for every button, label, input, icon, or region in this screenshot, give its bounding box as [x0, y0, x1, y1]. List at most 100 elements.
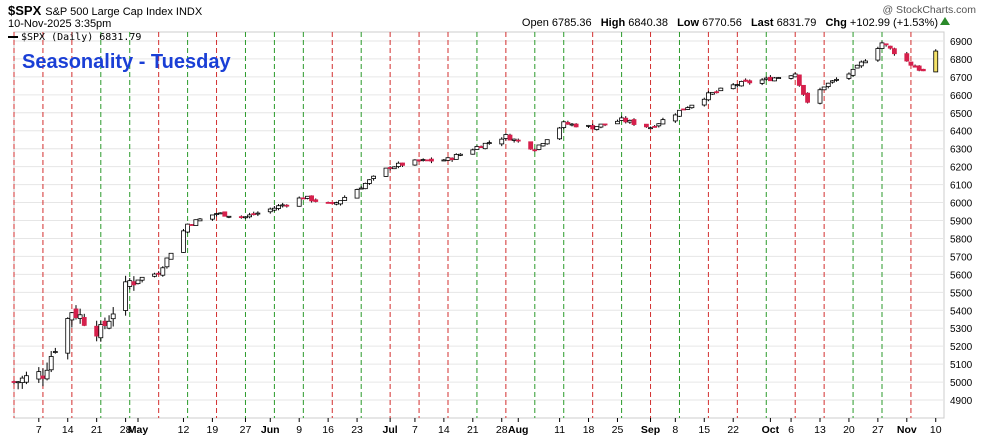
x-tick-label: 9: [296, 424, 302, 436]
candle-down: [507, 134, 513, 141]
candle-down: [81, 317, 87, 326]
x-tick-label: 7: [36, 424, 42, 436]
high-label: High: [600, 17, 626, 29]
x-tick-label: 23: [351, 424, 363, 436]
x-tick-label: 21: [91, 424, 103, 436]
candle-up: [280, 204, 286, 207]
candle-down: [102, 320, 108, 327]
candle-up: [598, 123, 604, 128]
candle-up: [358, 187, 364, 190]
candle-up: [193, 219, 199, 226]
candle-down: [768, 76, 773, 82]
candle-up: [846, 73, 852, 79]
candle-up: [648, 127, 653, 130]
x-tick-label: 15: [698, 424, 710, 436]
candle-down: [11, 381, 17, 383]
candle-up: [152, 273, 157, 277]
x-tick-label: 20: [843, 424, 855, 436]
x-tick-label: 28: [120, 424, 132, 436]
candle-up: [511, 138, 517, 141]
candle-up: [367, 179, 372, 184]
y-tick-label: 5200: [950, 342, 973, 353]
candle-up: [226, 215, 232, 218]
candle-down: [573, 123, 579, 128]
candle-up: [412, 159, 418, 166]
y-tick-label: 6300: [950, 145, 973, 156]
y-tick-label: 6600: [950, 91, 973, 102]
x-tick-label: Aug: [508, 424, 528, 436]
candle-up: [569, 123, 575, 126]
candle-down: [300, 197, 306, 200]
chg-label: Chg: [825, 17, 847, 29]
y-tick-label: 6900: [950, 37, 973, 48]
symbol-title: $SPX S&P 500 Large Cap Index INDX: [8, 3, 202, 18]
candle-down: [623, 117, 629, 123]
candle-up: [98, 324, 104, 339]
x-tick-label: 27: [872, 424, 884, 436]
candle-up: [271, 207, 277, 211]
open-value: 6785.36: [551, 17, 592, 29]
y-tick-label: 6200: [950, 163, 973, 174]
candle-up: [305, 195, 310, 199]
candle-down: [156, 272, 162, 275]
brand-link[interactable]: @ StockCharts.com: [882, 4, 976, 16]
candle-up: [457, 153, 463, 156]
candle-up: [181, 230, 186, 253]
x-tick-label: 7: [412, 424, 418, 436]
y-tick-label: 5400: [950, 306, 973, 317]
candle-down: [416, 159, 422, 162]
candle-up: [247, 214, 253, 218]
candle-up: [834, 78, 839, 81]
candle-down: [904, 53, 910, 62]
candle-up: [185, 223, 191, 233]
candle-up: [772, 77, 777, 82]
candle-down: [449, 157, 455, 161]
candle-down: [892, 48, 897, 55]
candle-up: [139, 276, 145, 281]
y-tick-label: 5900: [950, 217, 973, 228]
candle-up: [164, 257, 170, 268]
candle-up: [362, 183, 368, 190]
candle-down: [284, 204, 290, 207]
candle-down: [908, 61, 914, 66]
candle-up: [677, 109, 682, 117]
candle-up: [763, 77, 769, 80]
candle-up: [615, 120, 620, 125]
candle-up: [218, 212, 224, 215]
candle-up: [561, 121, 567, 128]
candle-down: [94, 325, 100, 337]
candle-up: [391, 166, 397, 170]
x-tick-label: Nov: [897, 424, 917, 436]
candle-down: [644, 123, 649, 128]
candle-down: [329, 202, 335, 204]
candle-up: [15, 381, 21, 384]
y-tick-label: 5600: [950, 270, 973, 281]
ohlc-summary: Open 6785.36 High 6840.38 Low 6770.56 La…: [522, 17, 938, 29]
series-legend: $SPX (Daily) 6831.79: [8, 32, 141, 43]
y-tick-label: 5800: [950, 234, 973, 245]
candle-down: [424, 159, 430, 162]
candle-up: [759, 79, 765, 84]
candle-up: [160, 267, 166, 276]
candle-up: [656, 123, 662, 127]
x-tick-label: 8: [672, 424, 678, 436]
x-tick-label: 25: [612, 424, 624, 436]
candle-up: [127, 280, 133, 287]
y-tick-label: 6000: [950, 199, 973, 210]
x-tick-label: 28: [496, 424, 508, 436]
candle-up: [52, 351, 58, 353]
low-value: 6770.56: [702, 17, 742, 29]
candle-down: [515, 139, 521, 142]
x-tick-label: Jun: [261, 424, 280, 436]
candle-up: [276, 205, 281, 209]
candle-up: [36, 371, 42, 380]
x-tick-label: 13: [814, 424, 826, 436]
candle-up: [619, 117, 624, 121]
candle-up: [586, 124, 591, 127]
candle-down: [714, 91, 720, 94]
candle-up: [486, 142, 492, 144]
candle-down: [681, 108, 686, 111]
candle-up: [689, 104, 695, 109]
candle-down: [189, 224, 195, 226]
